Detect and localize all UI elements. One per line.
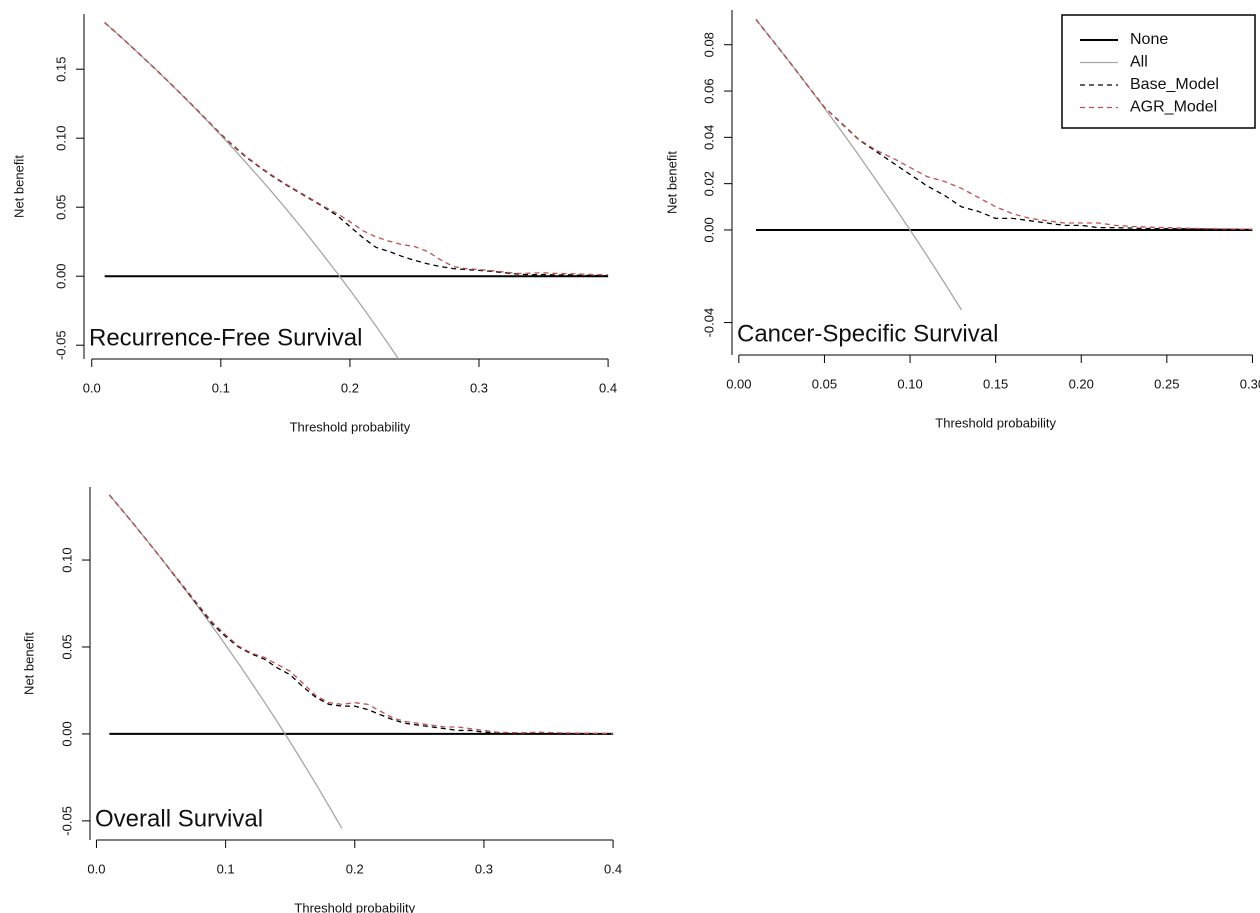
y-axis-label: Net benefit	[11, 155, 26, 218]
y-tick-label: 0.00	[59, 721, 74, 746]
x-tick-label: 0.3	[475, 861, 493, 876]
panel: 0.00 0.05 0.10 0.15 0.20 0.25 0.30 -0.04 0.00 0.0…	[664, 10, 1260, 430]
x-tick-label: 0.00	[726, 376, 751, 391]
legend-box	[1061, 14, 1256, 129]
y-tick-label: 0.00	[53, 264, 68, 289]
y-tick-label: 0.10	[59, 547, 74, 572]
y-axis-label: Net benefit	[664, 151, 679, 214]
series-line	[755, 19, 1253, 230]
x-tick-label: 0.20	[1069, 376, 1094, 391]
legend-label: None	[1130, 31, 1168, 48]
y-tick-label: 0.15	[53, 57, 68, 82]
panel: 0.0 0.1 0.2 0.3 0.4 -0.05 0.00 0.05 0.10 Threshol…	[21, 487, 622, 913]
x-tick-label: 0.05	[812, 376, 837, 391]
x-tick-label: 0.2	[346, 861, 364, 876]
series-line	[108, 494, 343, 829]
x-tick-label: 0.15	[983, 376, 1008, 391]
annotation: Cancer-Specific Survival	[737, 320, 998, 347]
x-tick-label: 0.1	[217, 861, 235, 876]
legend-label: All	[1130, 54, 1148, 71]
y-tick-label: -0.04	[701, 308, 716, 338]
x-axis-label: Threshold probability	[935, 415, 1056, 430]
y-tick-label: 0.08	[701, 32, 716, 57]
annotation: Recurrence-Free Survival	[89, 324, 362, 351]
plot-area	[104, 22, 609, 359]
x-axis-label: Threshold probability	[294, 900, 415, 913]
x-tick-label: 0.4	[604, 861, 622, 876]
y-tick-label: 0.02	[701, 171, 716, 196]
plot-area	[108, 494, 614, 829]
y-tick-label: 0.05	[53, 195, 68, 220]
y-tick-label: 0.00	[701, 217, 716, 242]
x-tick-label: 0.0	[87, 861, 105, 876]
annotation: Overall Survival	[95, 805, 263, 832]
series-line	[108, 494, 614, 735]
series-line	[104, 22, 609, 276]
x-tick-label: 0.1	[212, 380, 230, 395]
legend-label: AGR_Model	[1130, 99, 1217, 116]
x-tick-label: 0.30	[1240, 376, 1260, 391]
x-tick-label: 0.3	[470, 380, 488, 395]
plot-area	[755, 19, 1253, 311]
panel: 0.0 0.1 0.2 0.3 0.4 -0.05 0.00 0.05 0.10 0.15 Thre…	[11, 14, 617, 434]
series-line	[104, 22, 400, 359]
y-tick-label: -0.05	[53, 330, 68, 360]
x-tick-label: 0.4	[599, 380, 617, 395]
y-tick-label: 0.06	[701, 78, 716, 103]
y-tick-label: 0.10	[53, 126, 68, 151]
x-tick-label: 0.25	[1154, 376, 1179, 391]
x-tick-label: 0.0	[83, 380, 101, 395]
y-tick-label: -0.05	[59, 806, 74, 836]
y-axis-label: Net benefit	[21, 632, 36, 695]
y-tick-label: 0.05	[59, 634, 74, 659]
x-tick-label: 0.2	[341, 380, 359, 395]
series-line	[108, 494, 614, 735]
legend-label: Base_Model	[1130, 76, 1219, 93]
x-axis-label: Threshold probability	[290, 419, 411, 434]
series-line	[755, 19, 962, 311]
x-tick-label: 0.10	[897, 376, 922, 391]
y-tick-label: 0.04	[701, 125, 716, 150]
series-line	[104, 22, 609, 277]
